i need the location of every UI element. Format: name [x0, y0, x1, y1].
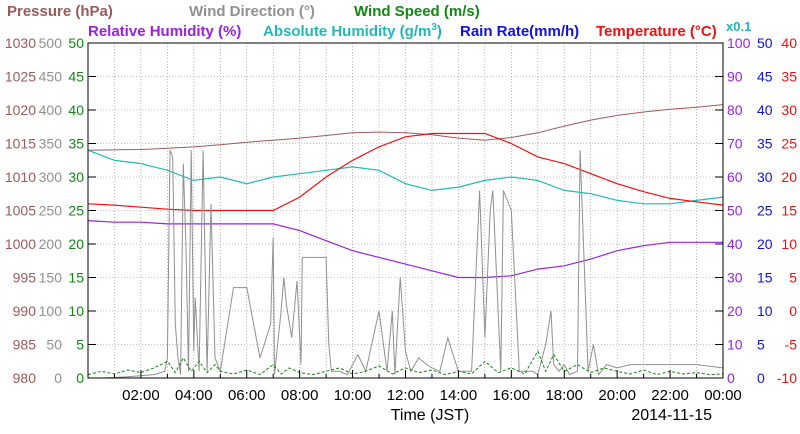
y-tick-label-relative_humidity: 100 — [727, 35, 751, 51]
y-tick-label-wind_direction: 400 — [39, 102, 63, 118]
y-tick-label-wind_speed: 25 — [68, 203, 84, 219]
x-tick-label: 00:00 — [704, 387, 742, 404]
y-tick-label-pressure: 1025 — [5, 69, 36, 85]
y-tick-label-pressure: 1030 — [5, 35, 36, 51]
legend-temperature: Temperature (°C) — [596, 23, 717, 40]
y-tick-label-relative_humidity: 70 — [727, 136, 743, 152]
y-tick-label-wind_speed: 0 — [76, 370, 84, 386]
y-tick-label-pressure: 990 — [13, 303, 37, 319]
y-tick-label-temperature: 30 — [781, 102, 797, 118]
y-tick-label-wind_direction: 300 — [39, 169, 63, 185]
y-tick-label-pressure: 1005 — [5, 203, 36, 219]
series-relative_humidity — [87, 220, 723, 279]
x-tick-label: 10:00 — [334, 387, 372, 404]
x-axis-label: Time (JST) — [391, 407, 470, 424]
y-tick-label-relative_humidity: 80 — [727, 102, 743, 118]
y-tick-label-wind_direction: 450 — [39, 69, 63, 85]
date-label: 2014-11-15 — [631, 407, 712, 424]
y-tick-label-relative_humidity: 0 — [727, 370, 735, 386]
y-tick-label-temperature: 10 — [781, 236, 797, 252]
y-tick-label-rain_rate: 10 — [757, 303, 773, 319]
y-tick-label-temperature: 15 — [781, 203, 797, 219]
y-tick-label-relative_humidity: 20 — [727, 303, 743, 319]
series-wind_speed — [87, 350, 724, 376]
y-tick-label-wind_direction: 350 — [39, 136, 63, 152]
legend-wind_speed: Wind Speed (m/s) — [354, 3, 480, 20]
x-tick-label: 08:00 — [281, 387, 319, 404]
series-temperature — [87, 132, 724, 212]
y-tick-label-pressure: 1020 — [5, 102, 36, 118]
legend-rain_rate: Rain Rate(mm/h) — [460, 23, 579, 40]
y-tick-label-pressure: 1015 — [5, 136, 36, 152]
y-tick-label-wind_speed: 10 — [68, 303, 84, 319]
y-tick-label-pressure: 995 — [13, 270, 37, 286]
legend-absolute_humidity: Absolute Humidity (g/m3) — [263, 22, 442, 40]
y-tick-label-temperature: -10 — [777, 370, 797, 386]
y-tick-label-wind_direction: 0 — [54, 370, 62, 386]
series-absolute_humidity — [87, 149, 724, 205]
y-tick-label-wind_direction: 50 — [46, 337, 62, 353]
y-tick-label-rain_rate: 15 — [757, 270, 773, 286]
y-tick-label-relative_humidity: 30 — [727, 270, 743, 286]
y-tick-label-wind_direction: 100 — [39, 303, 63, 319]
legend: Pressure (hPa) Wind Direction (°) Wind Spe… — [7, 3, 751, 40]
legend-pressure: Pressure (hPa) — [7, 3, 113, 20]
y-tick-label-rain_rate: 20 — [757, 236, 773, 252]
y-tick-label-pressure: 1000 — [5, 236, 36, 252]
legend-wind_direction: Wind Direction (°) — [189, 3, 315, 20]
y-tick-label-temperature: 25 — [781, 136, 797, 152]
axes: 02:00 04:00 06:00 08:00 10:00 12:00 14:00 16:00… — [5, 35, 797, 404]
legend-multiplier: x0.1 — [726, 19, 751, 34]
x-tick-label: 04:00 — [175, 387, 213, 404]
x-tick-label: 16:00 — [493, 387, 531, 404]
y-tick-label-relative_humidity: 50 — [727, 203, 743, 219]
y-tick-label-rain_rate: 40 — [757, 102, 773, 118]
x-tick-label: 12:00 — [387, 387, 425, 404]
y-tick-label-temperature: 0 — [789, 303, 797, 319]
y-tick-label-wind_direction: 250 — [39, 203, 63, 219]
y-tick-label-wind_speed: 5 — [76, 337, 84, 353]
y-tick-label-rain_rate: 5 — [757, 337, 765, 353]
y-tick-label-wind_speed: 20 — [68, 236, 84, 252]
y-tick-label-pressure: 985 — [13, 337, 37, 353]
y-tick-label-pressure: 980 — [13, 370, 37, 386]
y-tick-label-wind_speed: 50 — [68, 35, 84, 51]
y-tick-label-wind_direction: 150 — [39, 270, 63, 286]
y-tick-label-pressure: 1010 — [5, 169, 36, 185]
y-tick-label-temperature: 40 — [781, 35, 797, 51]
y-tick-label-wind_speed: 35 — [68, 136, 84, 152]
y-tick-label-wind_direction: 200 — [39, 236, 63, 252]
y-tick-label-temperature: 20 — [781, 169, 797, 185]
y-tick-label-rain_rate: 30 — [757, 169, 773, 185]
y-tick-label-relative_humidity: 40 — [727, 236, 743, 252]
y-tick-label-wind_speed: 45 — [68, 69, 84, 85]
y-tick-label-rain_rate: 45 — [757, 69, 773, 85]
y-tick-label-rain_rate: 35 — [757, 136, 773, 152]
x-tick-label: 22:00 — [651, 387, 689, 404]
y-tick-label-rain_rate: 50 — [757, 35, 773, 51]
x-tick-label: 02:00 — [122, 387, 160, 404]
y-tick-label-rain_rate: 0 — [757, 370, 765, 386]
y-tick-label-temperature: 5 — [789, 270, 797, 286]
y-tick-label-rain_rate: 25 — [757, 203, 773, 219]
y-tick-label-wind_speed: 40 — [68, 102, 84, 118]
y-tick-label-temperature: 35 — [781, 69, 797, 85]
y-tick-label-temperature: -5 — [785, 337, 798, 353]
legend-relative_humidity: Relative Humidity (%) — [88, 23, 241, 40]
y-tick-label-relative_humidity: 10 — [727, 337, 743, 353]
y-tick-label-wind_direction: 500 — [39, 35, 63, 51]
y-tick-label-relative_humidity: 60 — [727, 169, 743, 185]
x-tick-label: 20:00 — [598, 387, 636, 404]
y-tick-label-relative_humidity: 90 — [727, 69, 743, 85]
x-tick-label: 18:00 — [545, 387, 583, 404]
series-pressure — [87, 104, 724, 151]
x-tick-label: 06:00 — [228, 387, 266, 404]
y-tick-label-wind_speed: 15 — [68, 270, 84, 286]
x-tick-label: 14:00 — [440, 387, 478, 404]
plot-area — [87, 43, 724, 379]
y-tick-label-wind_speed: 30 — [68, 169, 84, 185]
